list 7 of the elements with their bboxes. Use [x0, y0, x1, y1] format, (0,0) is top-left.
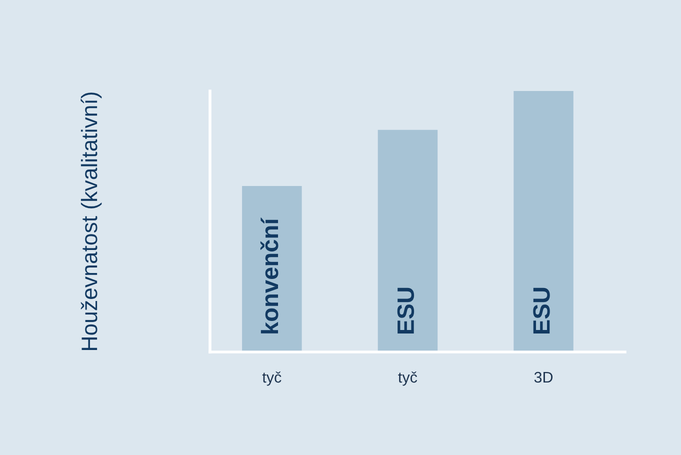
x-tick-label: tyč: [398, 371, 418, 386]
y-axis-title: Houževnatost (kvalitativní): [80, 92, 102, 350]
annotation: ESU: [533, 288, 550, 334]
x-tick-label: tyč: [262, 371, 282, 386]
annotation: ESU: [397, 288, 414, 334]
annotation: konvenční: [260, 218, 278, 334]
x-tick-label: 3D: [534, 372, 553, 383]
